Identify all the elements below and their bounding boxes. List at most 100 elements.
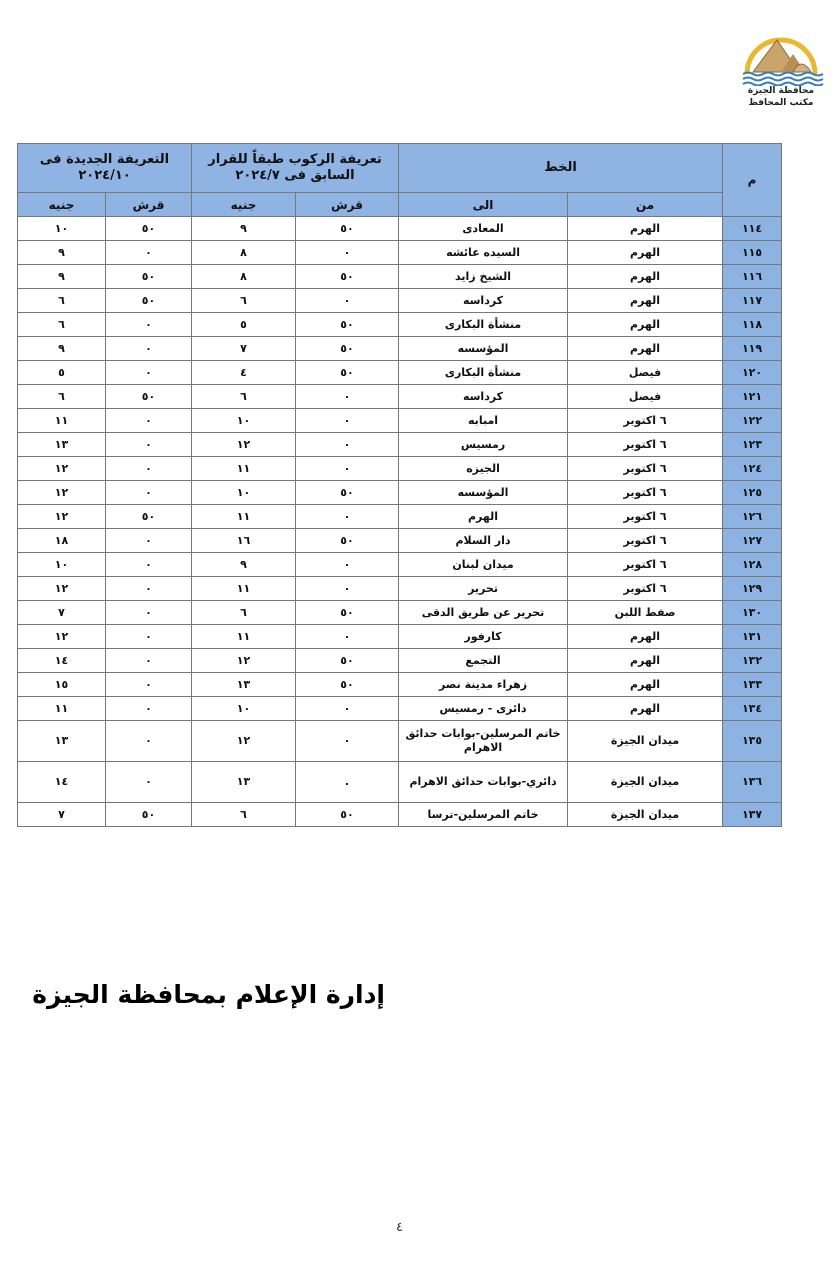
row-from: ٦ اكتوبر (567, 528, 724, 553)
row-from: فيصل (567, 384, 724, 409)
row-index: ١٢٢ (722, 408, 783, 433)
row-new-pound: ١٠ (16, 552, 107, 577)
row-new-pound: ١٣ (16, 720, 107, 762)
row-new-piaster: ٥٠ (105, 504, 193, 529)
row-old-pound: ٨ (191, 240, 297, 265)
row-index: ١٢٥ (722, 480, 783, 505)
row-to: ميدان لبنان (398, 552, 569, 577)
header-from: من (567, 192, 724, 217)
row-new-pound: ١٥ (16, 672, 107, 697)
row-to: الشيخ زايد (398, 264, 569, 289)
row-new-piaster: ٠ (105, 480, 193, 505)
row-old-piaster: ٥٠ (295, 528, 400, 553)
header-old-pound: جنيه (191, 192, 297, 217)
row-new-piaster: ٠ (105, 456, 193, 481)
row-old-pound: ١٢ (191, 432, 297, 457)
row-old-piaster: ٠ (295, 552, 400, 577)
table-row: ١٢٩ ٦ اكتوبر تحرير ٠ ١١ ٠ ١٢ (16, 576, 783, 601)
table-row: ١٣١ الهرم كارفور ٠ ١١ ٠ ١٢ (16, 624, 783, 649)
row-index: ١٣٢ (722, 648, 783, 673)
table-row: ١٢١ فيصل كرداسه ٠ ٦ ٥٠ ٦ (16, 384, 783, 409)
logo-governorate-text: محافظة الجيزة (747, 86, 815, 96)
row-to: منشأة البكارى (398, 312, 569, 337)
row-from: الهرم (567, 240, 724, 265)
row-new-piaster: ٠ (105, 648, 193, 673)
row-index: ١١٧ (722, 288, 783, 313)
table-row: ١١٦ الهرم الشيخ زايد ٥٠ ٨ ٥٠ ٩ (16, 264, 783, 289)
row-index: ١٢٧ (722, 528, 783, 553)
row-from: الهرم (567, 624, 724, 649)
row-new-piaster: ٠ (105, 576, 193, 601)
row-old-piaster: ٥٠ (295, 264, 400, 289)
table-row: ١٢٦ ٦ اكتوبر الهرم ٠ ١١ ٥٠ ١٢ (16, 504, 783, 529)
row-new-pound: ٩ (16, 264, 107, 289)
row-to: دائرى - رمسيس (398, 696, 569, 721)
row-new-piaster: ٠ (105, 761, 193, 803)
row-index: ١٢٣ (722, 432, 783, 457)
row-old-pound: ١١ (191, 504, 297, 529)
table-row: ١١٥ الهرم السيده عائشه ٠ ٨ ٠ ٩ (16, 240, 783, 265)
row-to: كرداسه (398, 288, 569, 313)
row-new-piaster: ٠ (105, 600, 193, 625)
row-new-pound: ١٤ (16, 761, 107, 803)
row-old-pound: ١١ (191, 576, 297, 601)
row-index: ١١٦ (722, 264, 783, 289)
row-index: ١٣٧ (722, 802, 783, 827)
row-from: الهرم (567, 264, 724, 289)
row-index: ١٢٩ (722, 576, 783, 601)
row-index: ١٣٠ (722, 600, 783, 625)
row-old-pound: ١١ (191, 456, 297, 481)
table-row: ١٣٥ ميدان الجيزة خاتم المرسلين-بوابات حدائ… (16, 720, 783, 762)
giza-governorate-logo: محافظة الجيزة مكتب المحافظ (735, 24, 827, 116)
row-old-piaster: ٥٠ (295, 672, 400, 697)
row-index: ١٢٠ (722, 360, 783, 385)
table-row: ١٢٤ ٦ اكتوبر الجيزه ٠ ١١ ٠ ١٢ (16, 456, 783, 481)
row-to: المعادى (398, 216, 569, 241)
table-row: ١١٩ الهرم المؤسسه ٥٠ ٧ ٠ ٩ (16, 336, 783, 361)
row-index: ١٢٦ (722, 504, 783, 529)
row-to: دائري-بوابات حدائق الاهرام (398, 761, 569, 803)
row-new-pound: ٩ (16, 336, 107, 361)
row-new-piaster: ٥٠ (105, 264, 193, 289)
row-index: ١٣٥ (722, 720, 783, 762)
row-new-pound: ١٢ (16, 624, 107, 649)
row-new-piaster: ٠ (105, 672, 193, 697)
row-old-pound: ٤ (191, 360, 297, 385)
row-old-piaster: ٠ (295, 504, 400, 529)
row-new-pound: ٧ (16, 600, 107, 625)
row-new-piaster: ٠ (105, 720, 193, 762)
row-index: ١٣١ (722, 624, 783, 649)
row-from: ٦ اكتوبر (567, 456, 724, 481)
header-to: الى (398, 192, 569, 217)
row-new-piaster: ٥٠ (105, 216, 193, 241)
row-index: ١٣٣ (722, 672, 783, 697)
row-old-piaster: ٥٠ (295, 802, 400, 827)
row-old-piaster: ٠ (295, 576, 400, 601)
row-new-pound: ٦ (16, 288, 107, 313)
row-to: كارفور (398, 624, 569, 649)
header-new-piaster: قرش (105, 192, 193, 217)
row-old-pound: ١٢ (191, 648, 297, 673)
row-index: ١١٩ (722, 336, 783, 361)
row-from: ٦ اكتوبر (567, 480, 724, 505)
table-row: ١٢٥ ٦ اكتوبر المؤسسه ٥٠ ١٠ ٠ ١٢ (16, 480, 783, 505)
row-new-piaster: ٥٠ (105, 802, 193, 827)
header-new-pound: جنيه (16, 192, 107, 217)
row-old-pound: ٧ (191, 336, 297, 361)
row-from: ٦ اكتوبر (567, 408, 724, 433)
table-row: ١٣٣ الهرم زهراء مدينة نصر ٥٠ ١٣ ٠ ١٥ (16, 672, 783, 697)
row-new-piaster: ٠ (105, 432, 193, 457)
row-from: الهرم (567, 696, 724, 721)
row-new-piaster: ٠ (105, 624, 193, 649)
row-from: صفط اللبن (567, 600, 724, 625)
row-to: خاتم المرسلين-بوابات حدائق الاهرام (398, 720, 569, 762)
row-old-piaster: ٥٠ (295, 336, 400, 361)
row-new-pound: ١٢ (16, 456, 107, 481)
row-from: ميدان الجيزة (567, 761, 724, 803)
row-old-piaster: ٥٠ (295, 360, 400, 385)
table-row: ١٢٧ ٦ اكتوبر دار السلام ٥٠ ١٦ ٠ ١٨ (16, 528, 783, 553)
row-old-piaster: ٥٠ (295, 480, 400, 505)
row-old-pound: ١٠ (191, 480, 297, 505)
header-index: م (722, 143, 783, 217)
row-to: امبابه (398, 408, 569, 433)
